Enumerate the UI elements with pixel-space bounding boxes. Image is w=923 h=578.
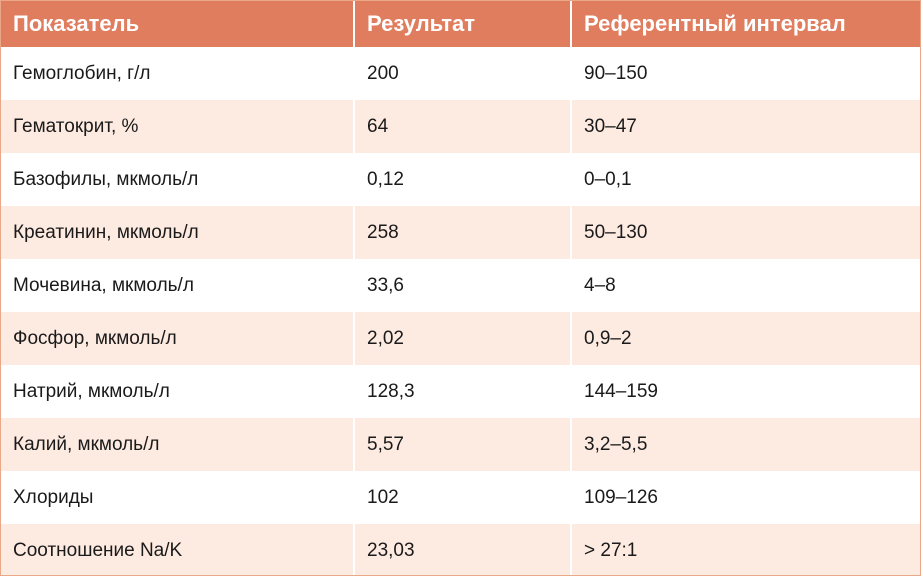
reference-range-cell: 90–150	[571, 47, 920, 100]
reference-range-cell: 4–8	[571, 259, 920, 312]
result-cell: 2,02	[354, 312, 572, 365]
result-cell: 5,57	[354, 418, 572, 471]
indicator-cell: Базофилы, мкмоль/л	[1, 153, 355, 206]
indicator-cell: Калий, мкмоль/л	[1, 418, 355, 471]
indicator-cell: Хлориды	[1, 471, 355, 524]
result-cell: 258	[354, 206, 572, 259]
result-cell: 23,03	[354, 524, 572, 575]
reference-range-cell: 144–159	[571, 365, 920, 418]
table-row: Гематокрит, % 64 30–47	[1, 100, 920, 153]
table-row: Гемоглобин, г/л 200 90–150	[1, 47, 920, 100]
table-row: Креатинин, мкмоль/л 258 50–130	[1, 206, 920, 259]
reference-range-cell: 0–0,1	[571, 153, 920, 206]
indicator-cell: Гематокрит, %	[1, 100, 355, 153]
header-result: Результат	[354, 1, 572, 47]
table-row: Мочевина, мкмоль/л 33,6 4–8	[1, 259, 920, 312]
table-row: Фосфор, мкмоль/л 2,02 0,9–2	[1, 312, 920, 365]
reference-range-cell: > 27:1	[571, 524, 920, 575]
indicator-cell: Креатинин, мкмоль/л	[1, 206, 355, 259]
indicator-cell: Мочевина, мкмоль/л	[1, 259, 355, 312]
header-indicator: Показатель	[1, 1, 355, 47]
table-body: Гемоглобин, г/л 200 90–150 Гематокрит, % 64 3…	[1, 47, 920, 575]
reference-range-cell: 30–47	[571, 100, 920, 153]
header-row: Показатель Результат Референтный интерва…	[1, 1, 920, 47]
table-row: Хлориды 102 109–126	[1, 471, 920, 524]
result-cell: 0,12	[354, 153, 572, 206]
indicator-cell: Гемоглобин, г/л	[1, 47, 355, 100]
indicator-cell: Фосфор, мкмоль/л	[1, 312, 355, 365]
reference-range-cell: 3,2–5,5	[571, 418, 920, 471]
reference-range-cell: 109–126	[571, 471, 920, 524]
reference-range-cell: 0,9–2	[571, 312, 920, 365]
table-header: Показатель Результат Референтный интерва…	[1, 1, 920, 47]
result-cell: 64	[354, 100, 572, 153]
result-cell: 128,3	[354, 365, 572, 418]
table-row: Базофилы, мкмоль/л 0,12 0–0,1	[1, 153, 920, 206]
table-row: Соотношение Na/K 23,03 > 27:1	[1, 524, 920, 575]
result-cell: 102	[354, 471, 572, 524]
result-cell: 33,6	[354, 259, 572, 312]
table-row: Натрий, мкмоль/л 128,3 144–159	[1, 365, 920, 418]
indicator-cell: Натрий, мкмоль/л	[1, 365, 355, 418]
table-row: Калий, мкмоль/л 5,57 3,2–5,5	[1, 418, 920, 471]
header-reference-range: Референтный интервал	[571, 1, 920, 47]
indicator-cell: Соотношение Na/K	[1, 524, 355, 575]
result-cell: 200	[354, 47, 572, 100]
reference-range-cell: 50–130	[571, 206, 920, 259]
